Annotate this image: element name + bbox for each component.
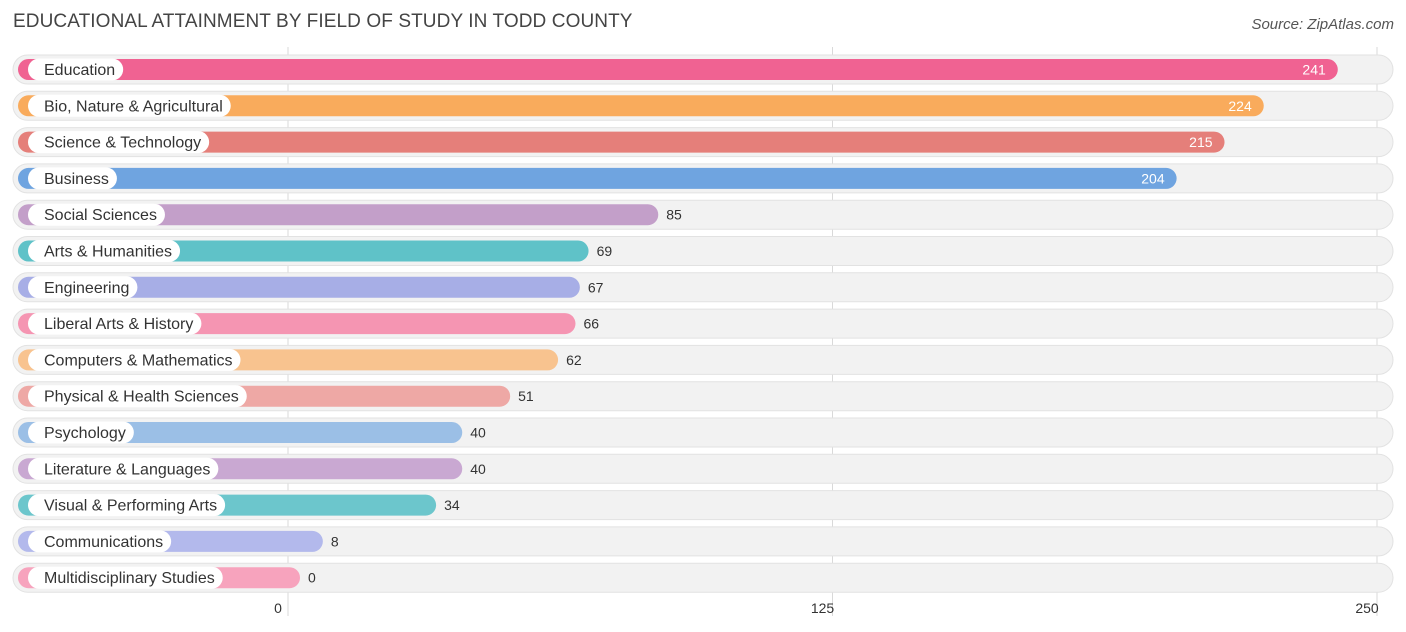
axis-ticks: 0 125 250: [274, 600, 1379, 616]
label-pill: [28, 312, 202, 335]
bar-row: Literature & Languages 40: [12, 453, 1394, 484]
label-pill: [28, 457, 219, 480]
value-label: 34: [444, 497, 460, 513]
label-pill: [28, 530, 172, 553]
category-label: Visual & Performing Arts: [44, 498, 217, 515]
category-label: Education: [44, 62, 115, 79]
category-label: Bio, Nature & Agricultural: [44, 98, 223, 115]
bar-row: Computers & Mathematics 62: [12, 344, 1394, 375]
row-track: [12, 526, 1394, 557]
chart-source: Source: ZipAtlas.com: [1251, 16, 1394, 33]
label-pill: [28, 240, 181, 262]
category-label: Computers & Mathematics: [44, 352, 233, 369]
bar-row: Multidisciplinary Studies 0: [12, 562, 1394, 593]
label-pill: [28, 276, 138, 299]
value-label: 67: [588, 279, 604, 295]
bar-row: Science & Technology 215: [12, 127, 1394, 158]
value-label: 40: [470, 461, 486, 477]
bar-rows: Education 241 Bio, Nature & Agricultural 22…: [12, 54, 1394, 593]
label-pill: [28, 94, 231, 117]
category-label: Arts & Humanities: [44, 244, 172, 261]
label-pill: [28, 58, 124, 81]
row-track: [12, 562, 1394, 593]
label-pill: [28, 566, 223, 589]
x-tick-label: 0: [274, 600, 282, 616]
bar: [18, 95, 1264, 117]
bar-row: Liberal Arts & History 66: [12, 308, 1394, 339]
category-label: Physical & Health Sciences: [44, 389, 239, 406]
value-label: 85: [666, 207, 682, 223]
value-label: 8: [331, 533, 339, 549]
x-tick-label: 250: [1355, 600, 1379, 616]
label-pill: [28, 385, 247, 408]
bar: [18, 59, 1338, 80]
value-label: 62: [566, 352, 582, 368]
x-tick-label: 125: [811, 600, 835, 616]
category-label: Social Sciences: [44, 207, 157, 224]
label-pill: [28, 131, 210, 154]
value-label: 0: [308, 570, 316, 586]
bar-row: Arts & Humanities 69: [12, 236, 1394, 266]
bar-row: Social Sciences 85: [12, 199, 1394, 230]
category-label: Multidisciplinary Studies: [44, 570, 215, 587]
value-label: 66: [583, 316, 599, 332]
category-label: Communications: [44, 534, 163, 551]
bar: [18, 167, 1177, 189]
bar-row: Psychology 40: [12, 417, 1394, 448]
value-label: 40: [470, 425, 486, 441]
bar-row: Communications 8: [12, 526, 1394, 557]
category-label: Liberal Arts & History: [44, 316, 193, 333]
value-label: 204: [1141, 170, 1165, 186]
value-label: 241: [1302, 62, 1326, 78]
label-pill: [28, 421, 134, 444]
category-label: Business: [44, 171, 109, 188]
label-pill: [28, 167, 117, 190]
bar-row: Bio, Nature & Agricultural 224: [12, 90, 1394, 121]
value-label: 51: [518, 388, 534, 404]
category-label: Engineering: [44, 280, 129, 297]
label-pill: [28, 203, 165, 226]
category-label: Psychology: [44, 425, 126, 442]
chart-title: EDUCATIONAL ATTAINMENT BY FIELD OF STUDY…: [13, 11, 633, 32]
bar-row: Education 241: [12, 54, 1394, 85]
label-pill: [28, 348, 241, 371]
value-label: 215: [1189, 134, 1213, 150]
label-pill: [28, 494, 226, 517]
bar: [18, 204, 659, 226]
bar-row: Business 204: [12, 163, 1394, 194]
category-label: Literature & Languages: [44, 461, 210, 478]
value-label: 224: [1228, 98, 1252, 114]
bar-row: Visual & Performing Arts 34: [12, 490, 1394, 521]
bar: [18, 276, 580, 298]
category-label: Science & Technology: [44, 135, 201, 152]
bar: [18, 131, 1225, 153]
bar-row: Physical & Health Sciences 51: [12, 381, 1394, 412]
bar-row: Engineering 67: [12, 272, 1394, 303]
value-label: 69: [597, 243, 613, 259]
